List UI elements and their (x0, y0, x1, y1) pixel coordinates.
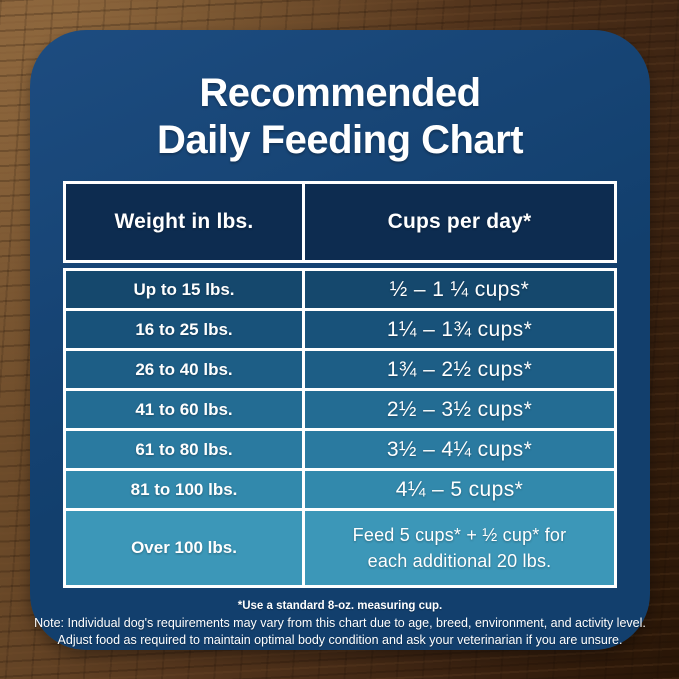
table-cell-weight: Up to 15 lbs. (66, 271, 302, 308)
page-title: Recommended Daily Feeding Chart (156, 70, 524, 164)
feeding-chart-panel: Recommended Daily Feeding Chart Weight i… (30, 30, 650, 650)
table-cell-weight: 61 to 80 lbs. (66, 431, 302, 468)
column-header-weight: Weight in lbs. (66, 184, 302, 260)
table-cell-weight: 16 to 25 lbs. (66, 311, 302, 348)
table-cell-weight: Over 100 lbs. (66, 511, 302, 585)
table-cell-weight: 26 to 40 lbs. (66, 351, 302, 388)
table-cell-cups: 3½ – 4¼ cups* (305, 431, 614, 468)
page-title-line2: Daily Feeding Chart (156, 118, 524, 162)
measuring-cup-note: *Use a standard 8-oz. measuring cup. (237, 600, 443, 612)
disclaimer-note-line1: Note: Individual dog's requirements may … (34, 616, 646, 630)
feeding-table-body: Up to 15 lbs. ½ – 1 ¼ cups* 16 to 25 lbs… (63, 268, 617, 588)
table-cell-cups: 1¾ – 2½ cups* (305, 351, 614, 388)
disclaimer-note-line2: Adjust food as required to maintain opti… (57, 633, 623, 647)
page-title-line1: Recommended (199, 71, 481, 115)
footnotes: *Use a standard 8-oz. measuring cup. Not… (34, 598, 646, 649)
table-cell-cups: ½ – 1 ¼ cups* (305, 271, 614, 308)
table-cell-cups: 2½ – 3½ cups* (305, 391, 614, 428)
table-cell-weight: 81 to 100 lbs. (66, 471, 302, 508)
column-header-cups: Cups per day* (305, 184, 614, 260)
table-cell-cups: Feed 5 cups* + ½ cup* for each additiona… (305, 511, 614, 585)
feeding-table-header: Weight in lbs. Cups per day* (63, 181, 617, 263)
feeding-table: Weight in lbs. Cups per day* Up to 15 lb… (63, 181, 617, 588)
table-cell-cups: 4¼ – 5 cups* (305, 471, 614, 508)
table-cell-cups: 1¼ – 1¾ cups* (305, 311, 614, 348)
table-cell-weight: 41 to 60 lbs. (66, 391, 302, 428)
